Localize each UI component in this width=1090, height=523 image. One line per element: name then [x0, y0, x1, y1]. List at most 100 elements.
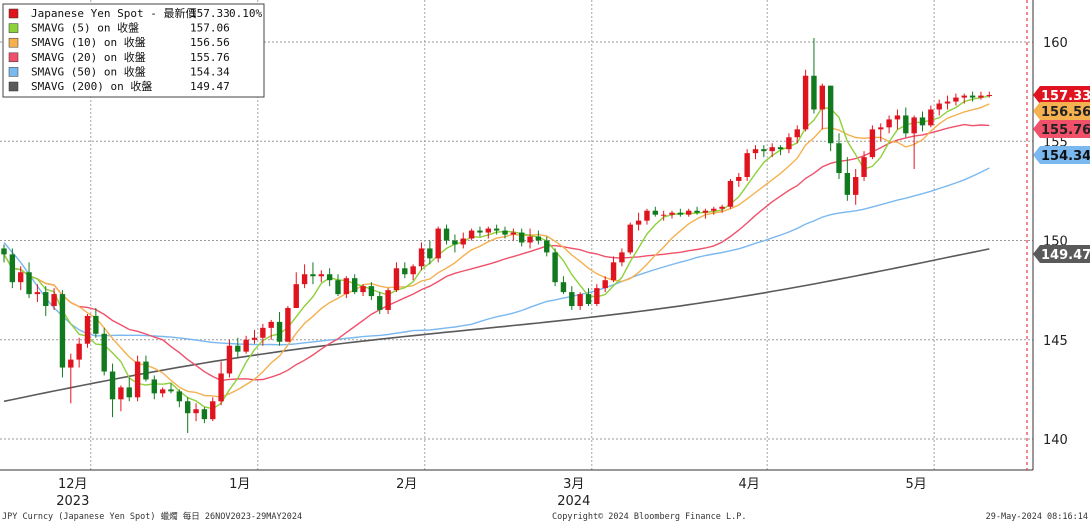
candle-body [377, 296, 383, 310]
candle-body [827, 85, 834, 144]
price-tag-label: 154.34 [1041, 149, 1090, 164]
candle-body [911, 117, 917, 134]
candle-body [552, 252, 558, 283]
candle-body [68, 359, 74, 368]
candle-body [51, 294, 57, 307]
candle-body [59, 294, 66, 368]
candle-body [118, 387, 124, 400]
candle-body [686, 210, 692, 215]
candle-body [460, 238, 466, 245]
candle-body [936, 103, 942, 110]
candle-body [610, 262, 617, 281]
moving-average-lines [3, 95, 990, 410]
candle-body [777, 147, 784, 150]
x-tick-label: 2月 [396, 477, 417, 492]
candle-body [527, 236, 533, 243]
price-tag: 149.47 [1033, 245, 1090, 263]
candle-body [84, 315, 91, 344]
candle-body [752, 149, 759, 154]
x-tick-label: 4月 [739, 477, 760, 492]
candle-body [769, 147, 775, 152]
candle-body [418, 248, 425, 267]
candle-body [452, 240, 458, 245]
candle-body [953, 97, 959, 102]
candle-body [969, 95, 976, 98]
candle-body [101, 333, 107, 372]
legend-series-value: 155.76 [190, 51, 230, 64]
footer: JPY Curncy (Japanese Yen Spot) 蠟燭 每日 26N… [2, 511, 1088, 522]
legend-series-change: 0.10% [229, 7, 262, 20]
candle-body [744, 153, 750, 177]
candle-body [1, 248, 7, 255]
legend-series-name: SMAVG (10) on 收盤 [31, 35, 146, 49]
footer-center: Copyright© 2024 Bloomberg Finance L.P. [552, 512, 746, 522]
candle-body [285, 307, 291, 342]
candle-body [176, 391, 183, 402]
price-tag-label: 155.76 [1041, 123, 1090, 138]
candle-body [919, 117, 926, 126]
legend-series-name: SMAVG (5) on 收盤 [31, 21, 139, 35]
candle-body [218, 373, 224, 402]
candle-body [878, 127, 884, 130]
candle-body [519, 232, 525, 243]
candle-body [226, 345, 233, 374]
candle-body [260, 327, 266, 338]
y-tick-label: 145 [1043, 334, 1068, 349]
candle-body [903, 115, 909, 134]
candle-body [861, 157, 867, 177]
candle-body [326, 274, 333, 281]
candle-body [235, 345, 241, 352]
candle-body [251, 337, 258, 340]
candle-body [594, 288, 600, 305]
price-tag: 156.56 [1033, 102, 1090, 120]
price-tag-shape [1033, 245, 1090, 263]
sma20-line [3, 123, 990, 382]
candle-body [853, 176, 859, 195]
candle-body [869, 129, 876, 158]
candle-body [886, 119, 892, 128]
candle-body [168, 389, 174, 392]
candle-body [402, 268, 408, 275]
candle-body [560, 282, 567, 293]
candle-body [944, 101, 951, 104]
legend-swatch [8, 81, 19, 92]
candle-body [694, 210, 700, 213]
legend-series-value: 149.47 [190, 80, 230, 93]
candle-body [802, 75, 809, 130]
candle-body [335, 280, 341, 295]
legend-swatch [8, 37, 19, 48]
candle-body [393, 268, 400, 291]
price-tag-label: 156.56 [1041, 105, 1090, 120]
candle-body [602, 280, 608, 289]
candle-body [660, 214, 667, 216]
legend-swatch [8, 8, 19, 19]
legend-series-value: 157.33 [190, 7, 230, 20]
candle-body [928, 109, 934, 126]
price-tag-shape [1033, 102, 1090, 120]
legend-series-value: 157.06 [190, 22, 230, 35]
candle-body [210, 401, 216, 420]
y-tick-label: 160 [1043, 36, 1068, 51]
price-tag: 157.33 [1033, 86, 1090, 104]
legend-series-name: SMAVG (50) on 收盤 [31, 64, 146, 78]
candle-body [544, 240, 550, 253]
footer-left: JPY Curncy (Japanese Yen Spot) 蠟燭 每日 26N… [2, 511, 302, 522]
x-tick-label: 3月 [563, 477, 584, 492]
candle-body [702, 210, 709, 213]
legend-swatch [8, 52, 19, 63]
candle-body [644, 210, 650, 221]
y-tick-label: 140 [1043, 433, 1068, 448]
candle-body [151, 379, 157, 394]
candle-body [143, 361, 149, 380]
sma50-line [3, 167, 990, 346]
candle-body [18, 272, 24, 283]
candle-body [243, 339, 249, 352]
candle-body [410, 266, 416, 275]
candle-body [761, 149, 767, 152]
footer-right: 29-May-2024 08:16:14 [986, 512, 1088, 522]
candle-body [669, 212, 675, 215]
candle-body [134, 361, 141, 398]
legend-series-value: 156.56 [190, 36, 230, 49]
